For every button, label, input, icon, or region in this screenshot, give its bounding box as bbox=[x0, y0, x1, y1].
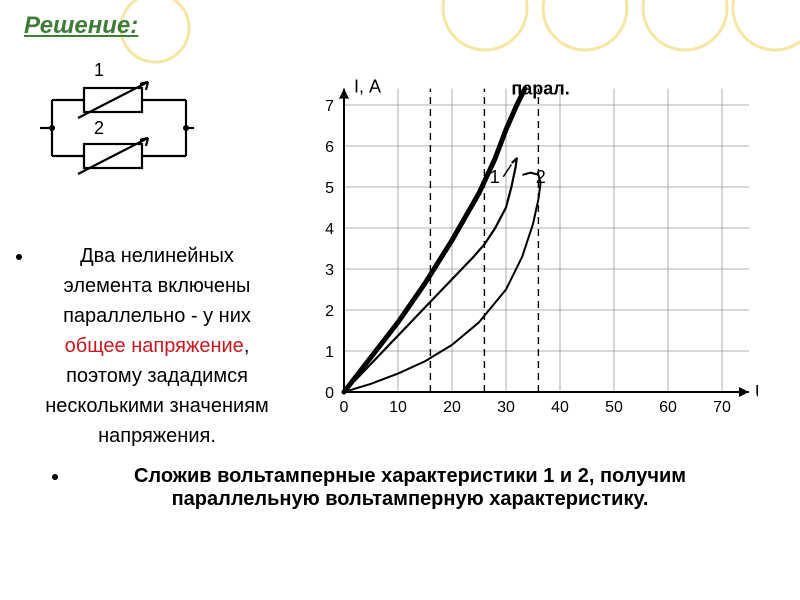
svg-text:20: 20 bbox=[443, 399, 461, 416]
svg-text:7: 7 bbox=[325, 98, 334, 115]
explain-l6: несколькими значениям bbox=[45, 395, 269, 417]
svg-text:I, А: I, А bbox=[354, 77, 381, 97]
explain-l5: поэтому зададимся bbox=[66, 365, 248, 387]
iv-chart: 0 10 20 30 40 50 60 70 0 1 2 3 4 5 6 7 U, В I, А парал. 1 2 bbox=[288, 50, 758, 430]
svg-text:60: 60 bbox=[659, 399, 677, 416]
svg-text:0: 0 bbox=[325, 385, 334, 402]
svg-text:6: 6 bbox=[325, 139, 334, 156]
svg-text:70: 70 bbox=[713, 399, 731, 416]
svg-text:3: 3 bbox=[325, 262, 334, 279]
explain-l2: элемента включены bbox=[64, 275, 251, 297]
svg-text:10: 10 bbox=[389, 399, 407, 416]
svg-text:1: 1 bbox=[490, 167, 500, 187]
svg-text:2: 2 bbox=[94, 118, 104, 138]
svg-text:50: 50 bbox=[605, 399, 623, 416]
svg-text:5: 5 bbox=[325, 180, 334, 197]
svg-text:2: 2 bbox=[325, 303, 334, 320]
content-row: 12 Два нелинейных элемента включены пара… bbox=[20, 50, 780, 451]
explain-highlight: общее напряжение bbox=[65, 335, 244, 357]
svg-text:30: 30 bbox=[497, 399, 515, 416]
footer-text: Сложив вольтамперные характеристики 1 и … bbox=[20, 465, 780, 511]
left-column: 12 Два нелинейных элемента включены пара… bbox=[20, 50, 270, 451]
chart-container: 0 10 20 30 40 50 60 70 0 1 2 3 4 5 6 7 U, В I, А парал. 1 2 bbox=[288, 50, 780, 435]
svg-text:1: 1 bbox=[94, 60, 104, 80]
svg-text:4: 4 bbox=[325, 221, 334, 238]
explain-l3: параллельно - у них bbox=[63, 305, 251, 327]
explain-l4t: , bbox=[244, 335, 250, 357]
svg-text:1: 1 bbox=[325, 344, 334, 361]
svg-text:парал.: парал. bbox=[511, 79, 569, 99]
explain-l1: Два нелинейных bbox=[80, 245, 234, 267]
circuit-diagram: 12 bbox=[36, 56, 196, 191]
svg-text:40: 40 bbox=[551, 399, 569, 416]
svg-text:0: 0 bbox=[340, 399, 349, 416]
svg-text:2: 2 bbox=[536, 167, 546, 187]
explain-l7: напряжения. bbox=[98, 425, 216, 447]
footer-line: Сложив вольтамперные характеристики 1 и … bbox=[70, 465, 750, 511]
page-title: Решение: bbox=[24, 12, 780, 40]
circuit-svg: 12 bbox=[36, 56, 196, 186]
svg-text:U, В: U, В bbox=[755, 382, 758, 402]
explanation-text: Два нелинейных элемента включены паралле… bbox=[20, 241, 280, 451]
